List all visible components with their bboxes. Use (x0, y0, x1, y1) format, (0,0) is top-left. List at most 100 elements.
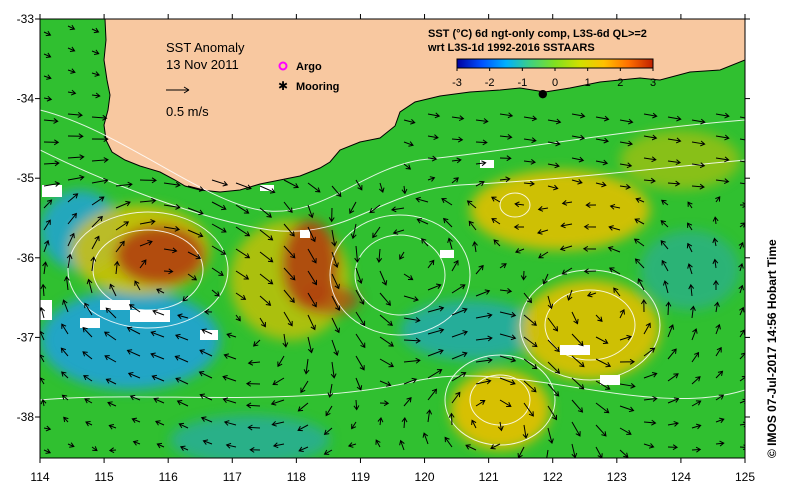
current-arrow-icon (354, 245, 361, 263)
current-arrow-icon (547, 184, 559, 191)
current-arrow-icon (259, 207, 272, 218)
current-arrow-icon (571, 311, 579, 325)
current-arrow-icon (451, 391, 461, 404)
current-arrow-icon (139, 219, 156, 225)
current-arrow-icon (355, 289, 365, 305)
current-arrow-icon (739, 116, 745, 119)
current-arrow-icon (619, 162, 633, 169)
current-arrow-icon (490, 443, 501, 450)
cool-anomaly-west (40, 290, 220, 390)
current-arrow-icon (252, 339, 261, 347)
current-arrow-icon (403, 163, 412, 170)
current-arrow-icon (451, 136, 464, 143)
current-arrow-icon (91, 136, 109, 143)
current-arrow-icon (163, 181, 181, 188)
current-arrow-icon (547, 162, 560, 169)
current-arrow-icon (583, 223, 597, 230)
cool-anomaly-south (170, 415, 330, 458)
current-arrow-icon (235, 292, 247, 300)
current-arrow-icon (272, 442, 285, 449)
current-arrow-icon (475, 139, 488, 146)
current-arrow-icon (619, 308, 625, 319)
current-arrow-icon (103, 331, 117, 341)
cool-anomaly-central (400, 300, 540, 360)
sst-field (40, 130, 740, 458)
current-arrow-icon (84, 398, 93, 404)
current-arrow-icon (403, 295, 419, 302)
current-arrow-icon (379, 314, 393, 326)
current-arrow-icon (687, 263, 693, 275)
current-arrow-icon (712, 258, 719, 269)
current-arrow-icon (691, 183, 705, 190)
current-arrow-icon (427, 327, 445, 335)
current-arrow-icon (104, 355, 117, 363)
current-arrow-icon (619, 334, 632, 341)
current-arrow-icon (715, 134, 730, 141)
current-arrow-icon (187, 273, 198, 281)
current-arrow-icon (355, 377, 363, 391)
current-arrow-icon (499, 133, 513, 140)
hot-core-center-south (300, 285, 360, 315)
x-tick-label: 119 (351, 470, 370, 484)
current-arrow-icon (739, 202, 745, 208)
current-arrow-icon (43, 95, 53, 102)
current-arrow-icon (353, 399, 360, 411)
current-arrow-icon (43, 74, 52, 80)
current-arrow-icon (307, 270, 317, 286)
y-tick-label: -38 (17, 410, 35, 424)
current-arrow-icon (608, 225, 621, 231)
current-arrow-icon (640, 299, 647, 313)
current-arrow-icon (134, 280, 141, 291)
current-arrow-icon (595, 380, 611, 390)
current-arrow-icon (283, 201, 293, 214)
current-arrow-icon (307, 314, 316, 331)
current-arrow-icon (635, 197, 645, 203)
current-arrow-icon (379, 270, 388, 286)
colorbar-tick-label: 3 (650, 77, 656, 89)
current-arrow-icon (351, 421, 357, 430)
product-description-line2: wrt L3S-1d 1992-2016 SSTAARS (427, 42, 595, 54)
current-arrow-icon (661, 259, 669, 272)
current-arrow-icon (201, 328, 213, 335)
current-arrow-icon (595, 115, 610, 122)
current-arrow-icon (211, 223, 227, 233)
current-arrow-icon (595, 402, 610, 414)
current-arrow-icon (163, 204, 181, 210)
current-arrow-icon (307, 292, 317, 308)
y-tick-label: -35 (17, 171, 35, 185)
current-arrow-icon (667, 420, 679, 427)
current-arrow-icon (42, 261, 48, 275)
current-arrow-icon (607, 246, 621, 253)
x-tick-label: 120 (415, 470, 435, 484)
current-arrow-icon (583, 268, 597, 275)
current-arrow-icon (307, 182, 321, 193)
current-arrow-icon (187, 207, 204, 216)
current-arrow-icon (643, 112, 658, 119)
current-arrow-icon (176, 400, 189, 407)
current-arrow-icon (67, 68, 76, 74)
current-arrow-icon (427, 112, 441, 119)
current-arrow-icon (392, 229, 405, 235)
x-tick-label: 115 (95, 470, 114, 484)
cool-anomaly-east (640, 230, 740, 310)
current-arrow-icon (499, 155, 512, 162)
current-arrow-icon (667, 373, 679, 382)
current-arrow-icon (582, 245, 597, 252)
current-arrow-icon (376, 248, 383, 264)
warm-eddy-east (520, 280, 660, 380)
current-arrow-icon (235, 270, 250, 280)
current-arrow-icon (426, 409, 433, 423)
current-arrow-icon (298, 446, 309, 453)
current-arrow-icon (211, 245, 227, 255)
current-arrow-icon (331, 339, 339, 356)
current-arrow-icon (115, 200, 131, 209)
current-arrow-icon (451, 157, 462, 164)
current-arrow-icon (595, 159, 609, 166)
current-arrow-icon (399, 251, 405, 260)
current-arrow-icon (199, 349, 213, 357)
current-arrow-icon (523, 336, 538, 348)
current-arrow-icon (91, 49, 100, 56)
current-arrow-icon (67, 24, 76, 31)
current-arrow-icon (520, 270, 527, 281)
current-arrow-icon (667, 324, 675, 338)
